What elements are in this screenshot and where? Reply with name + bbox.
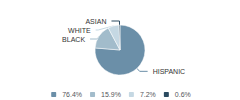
- svg-text:HISPANIC: HISPANIC: [153, 68, 186, 75]
- svg-text:76.4%: 76.4%: [62, 91, 82, 98]
- svg-text:0.6%: 0.6%: [175, 91, 191, 98]
- svg-text:15.9%: 15.9%: [101, 91, 121, 98]
- svg-text:BLACK: BLACK: [62, 36, 85, 43]
- svg-text:WHITE: WHITE: [68, 27, 91, 34]
- svg-text:7.2%: 7.2%: [140, 91, 156, 98]
- svg-text:ASIAN: ASIAN: [85, 18, 106, 25]
